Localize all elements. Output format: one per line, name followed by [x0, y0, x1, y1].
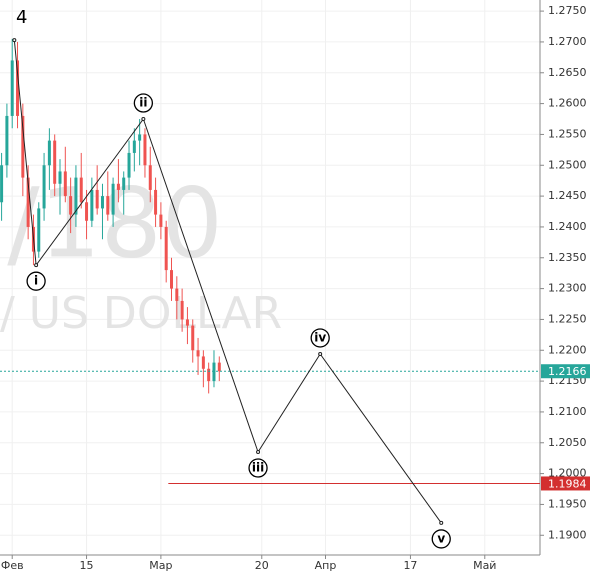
y-tick-label: 1.2250	[548, 312, 587, 325]
y-tick-label: 1.2600	[548, 97, 587, 110]
wave-point	[141, 117, 146, 122]
y-tick-label: 1.1950	[548, 497, 587, 510]
candle-body	[122, 177, 126, 190]
candle-body	[159, 214, 163, 227]
wave-label-circle	[248, 458, 268, 478]
y-tick-label: 1.2000	[548, 467, 587, 480]
candle-body	[16, 60, 20, 116]
wave-label-circle	[310, 328, 330, 348]
y-tick-label: 1.2750	[548, 4, 587, 17]
candle-body	[212, 362, 216, 382]
wave-label: v	[437, 531, 445, 545]
y-tick-label: 1.2650	[548, 66, 587, 79]
wave-point	[34, 263, 39, 268]
candle-body	[79, 177, 83, 203]
y-tick-label: 1.2500	[548, 158, 587, 171]
chart-title: 4	[16, 7, 27, 28]
candle-body	[191, 325, 195, 351]
candle-body	[138, 134, 142, 141]
x-tick-label: Апр	[315, 559, 337, 572]
x-tick-label: Май	[473, 559, 496, 572]
candle-body	[85, 202, 89, 221]
candle-body	[100, 196, 104, 209]
candle-body	[196, 350, 200, 357]
x-tick-label: Мар	[149, 559, 172, 572]
x-tick-label: 15	[80, 559, 94, 572]
price-level-box	[541, 476, 590, 491]
candle-body	[95, 189, 99, 209]
candle-body	[201, 356, 205, 369]
y-tick-label: 1.2400	[548, 220, 587, 233]
candle-body	[10, 60, 14, 116]
wave-label: i	[34, 274, 38, 288]
y-tick-label: 1.1900	[548, 528, 587, 541]
wave-point	[318, 351, 323, 356]
candle-body	[127, 152, 131, 178]
candle-body	[37, 208, 41, 252]
candle-body	[116, 183, 120, 190]
y-tick-label: 1.2200	[548, 343, 587, 356]
y-tick-label: 1.2350	[548, 251, 587, 264]
candle-body	[58, 171, 62, 184]
price-level-box	[541, 364, 590, 379]
wave-label-circle	[431, 529, 451, 549]
x-tick-label: 20	[255, 559, 269, 572]
y-tick-label: 1.2550	[548, 127, 587, 140]
candle-body	[154, 189, 158, 215]
y-tick-label: 1.2100	[548, 405, 587, 418]
candle-body	[63, 171, 67, 197]
candle-body	[132, 140, 136, 153]
candle-body	[53, 140, 57, 184]
wave-line	[13, 40, 442, 524]
y-tick-label: 1.2700	[548, 35, 587, 48]
candle-body	[207, 368, 211, 382]
candle-body	[164, 226, 168, 271]
wave-label-circle	[133, 93, 154, 113]
candle-body	[106, 196, 110, 215]
candle-body	[69, 196, 73, 215]
wave-label-circle	[26, 271, 46, 291]
candle-body	[47, 140, 51, 166]
wave-label: iv	[314, 330, 326, 344]
candle-body	[74, 177, 78, 215]
x-tick-label: 17	[403, 559, 417, 572]
wave-label: ii	[139, 96, 147, 110]
candle-body	[217, 362, 221, 372]
x-tick-label: Фев	[1, 559, 24, 572]
candle-body	[21, 115, 25, 178]
candle-body	[0, 165, 4, 203]
candle-body	[180, 300, 184, 320]
candle-body	[42, 165, 46, 209]
watermark-subtitle: / US DOLLAR	[0, 288, 282, 339]
y-tick-label: 1.2050	[548, 436, 587, 449]
candle-body	[111, 183, 115, 215]
price-level-label: 1.2166	[548, 365, 587, 378]
y-tick-label: 1.2450	[548, 189, 587, 202]
y-tick-label: 1.2300	[548, 282, 587, 295]
price-level-label: 1.1984	[548, 477, 587, 490]
wave-point	[256, 450, 261, 455]
candle-body	[175, 288, 179, 301]
wave-point	[12, 38, 17, 43]
candle-body	[26, 177, 30, 227]
wave-point	[439, 520, 444, 525]
wave-label: iii	[252, 461, 264, 475]
candle-body	[148, 165, 152, 190]
candle-body	[143, 134, 147, 166]
candle-body	[5, 115, 9, 166]
candle-body	[90, 189, 94, 221]
candle-body	[185, 319, 189, 326]
candle-body	[170, 270, 174, 289]
